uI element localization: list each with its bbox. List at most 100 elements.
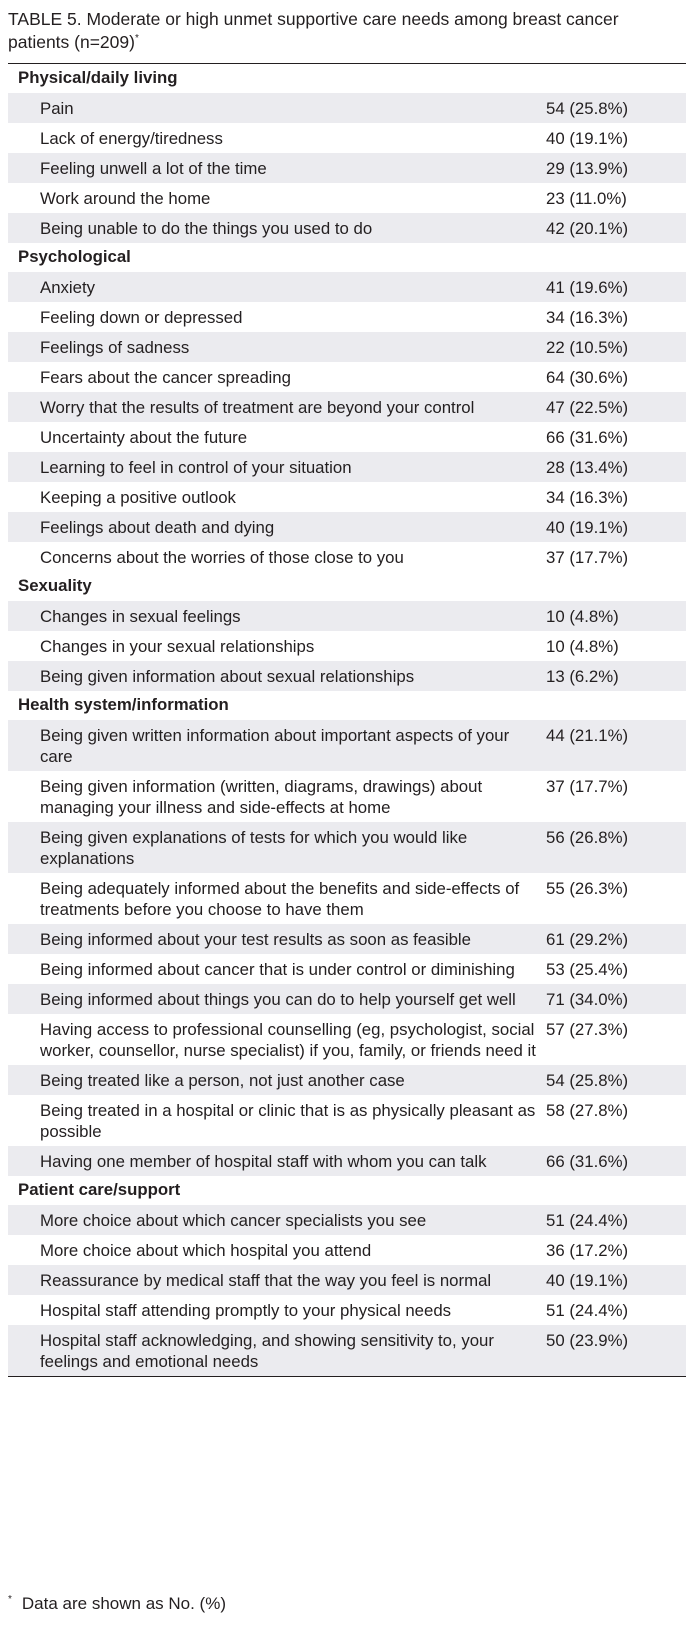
table-row: Being treated like a person, not just an… xyxy=(8,1064,686,1095)
need-item-label: Being informed about cancer that is unde… xyxy=(40,959,515,979)
need-item-label: Being informed about your test results a… xyxy=(8,923,546,954)
need-item-label: Changes in your sexual relationships xyxy=(40,636,315,656)
need-item-value: 53 (25.4%) xyxy=(546,959,629,979)
need-item-label: Being given explanations of tests for wh… xyxy=(8,821,546,873)
table-row: Being informed about things you can do t… xyxy=(8,983,686,1014)
need-item-label: Lack of energy/tiredness xyxy=(40,128,223,148)
need-item-value: 64 (30.6%) xyxy=(546,367,629,387)
need-item-label: Work around the home xyxy=(40,188,211,208)
need-item-value: 71 (34.0%) xyxy=(546,983,686,1014)
table-row: Lack of energy/tiredness 40 (19.1%) xyxy=(8,123,686,153)
table-row: Changes in sexual feelings 10 (4.8%) xyxy=(8,600,686,631)
section-title: Health system/information xyxy=(18,694,229,714)
section-title: Patient care/support xyxy=(18,1179,181,1199)
need-item-label: Being informed about things you can do t… xyxy=(8,983,546,1014)
need-item-value: 13 (6.2%) xyxy=(546,660,686,691)
need-item-value: 66 (31.6%) xyxy=(546,1145,686,1176)
need-item-value: 40 (19.1%) xyxy=(546,128,629,148)
table-body: Physical/daily living Pain 54 (25.8%) Lack … xyxy=(8,64,686,1376)
table-row: Feeling unwell a lot of the time 29 (13.9… xyxy=(8,152,686,183)
need-item-label: Reassurance by medical staff that the wa… xyxy=(8,1264,546,1295)
need-item-label: Feelings about death and dying xyxy=(8,511,546,542)
table-row: More choice about which cancer specialis… xyxy=(8,1204,686,1235)
table-row: Anxiety 41 (19.6%) xyxy=(8,271,686,302)
need-item-value: 50 (23.9%) xyxy=(546,1324,686,1376)
caption-text: TABLE 5. Moderate or high unmet supporti… xyxy=(8,9,619,52)
table-row: Being given explanations of tests for wh… xyxy=(8,821,686,873)
table-row: Keeping a positive outlook 34 (16.3%) xyxy=(8,482,686,512)
need-item-label: Hospital staff acknowledging, and showin… xyxy=(8,1324,546,1376)
table-row: Uncertainty about the future 66 (31.6%) xyxy=(8,422,686,452)
need-item-value: 57 (27.3%) xyxy=(546,1019,629,1039)
need-item-value: 37 (17.7%) xyxy=(546,547,629,567)
need-item-value: 34 (16.3%) xyxy=(546,487,629,507)
need-item-label: Having access to professional counsellin… xyxy=(40,1019,536,1060)
table-row: Worry that the results of treatment are … xyxy=(8,391,686,422)
need-item-value: 42 (20.1%) xyxy=(546,212,686,243)
need-item-label: Hospital staff attending promptly to you… xyxy=(40,1300,452,1320)
need-item-label: Being adequately informed about the bene… xyxy=(40,878,520,919)
need-item-label: Feelings of sadness xyxy=(8,331,546,362)
need-item-label: Fears about the cancer spreading xyxy=(40,367,291,387)
need-item-label: Having one member of hospital staff with… xyxy=(8,1145,546,1176)
table-caption: TABLE 5. Moderate or high unmet supporti… xyxy=(8,8,678,54)
need-item-label: Worry that the results of treatment are … xyxy=(8,391,546,422)
table-row: Learning to feel in control of your situ… xyxy=(8,451,686,482)
need-item-value: 23 (11.0%) xyxy=(546,188,627,208)
table-row: Reassurance by medical staff that the wa… xyxy=(8,1264,686,1295)
need-item-value: 66 (31.6%) xyxy=(546,427,629,447)
table-row: Feelings about death and dying 40 (19.1%) xyxy=(8,511,686,542)
need-item-label: Concerns about the worries of those clos… xyxy=(40,547,404,567)
table-row: Hospital staff acknowledging, and showin… xyxy=(8,1324,686,1376)
table-row: Being informed about cancer that is unde… xyxy=(8,954,686,984)
table-row: Feelings of sadness 22 (10.5%) xyxy=(8,331,686,362)
need-item-value: 10 (4.8%) xyxy=(546,600,686,631)
table-row: Being given written information about im… xyxy=(8,719,686,771)
caption-footnote-marker: * xyxy=(134,33,139,45)
section-title: Psychological xyxy=(18,246,131,266)
table-row: Being unable to do the things you used t… xyxy=(8,212,686,243)
need-item-value: 61 (29.2%) xyxy=(546,923,686,954)
need-item-label: Learning to feel in control of your situ… xyxy=(8,451,546,482)
table-footnote: * Data are shown as No. (%) xyxy=(8,1593,226,1615)
section-title: Physical/daily living xyxy=(18,68,178,87)
need-item-value: 51 (24.4%) xyxy=(546,1300,629,1320)
table-row: Having access to professional counsellin… xyxy=(8,1014,686,1065)
need-item-label: Being unable to do the things you used t… xyxy=(8,212,546,243)
table-row: Concerns about the worries of those clos… xyxy=(8,542,686,572)
section-title: Sexuality xyxy=(18,575,92,595)
need-item-label: Feeling down or depressed xyxy=(40,307,243,327)
table-row: Having one member of hospital staff with… xyxy=(8,1145,686,1176)
need-item-value: 55 (26.3%) xyxy=(546,878,629,898)
need-item-value: 47 (22.5%) xyxy=(546,391,686,422)
need-item-value: 58 (27.8%) xyxy=(546,1100,629,1120)
need-item-label: Pain xyxy=(8,92,546,123)
table-row: Being adequately informed about the bene… xyxy=(8,873,686,924)
need-item-value: 34 (16.3%) xyxy=(546,307,629,327)
footnote-text: Data are shown as No. (%) xyxy=(21,1594,226,1613)
need-item-value: 22 (10.5%) xyxy=(546,331,686,362)
table-row: Being given information about sexual rel… xyxy=(8,660,686,691)
need-item-label: Being given information about sexual rel… xyxy=(8,660,546,691)
footnote-marker: * xyxy=(8,1594,12,1606)
need-item-value: 54 (25.8%) xyxy=(546,92,686,123)
need-item-label: Being treated like a person, not just an… xyxy=(8,1064,546,1095)
need-item-label: Anxiety xyxy=(8,271,546,302)
need-item-label: Being given information (written, diagra… xyxy=(40,776,483,817)
table-row: Being given information (written, diagra… xyxy=(8,771,686,822)
unmet-needs-table: Physical/daily living Pain 54 (25.8%) Lack … xyxy=(8,63,686,1377)
section-header-row: Sexuality xyxy=(8,572,686,601)
table-row: More choice about which hospital you att… xyxy=(8,1235,686,1265)
need-item-value: 41 (19.6%) xyxy=(546,271,686,302)
need-item-value: 40 (19.1%) xyxy=(546,511,686,542)
table-row: Hospital staff attending promptly to you… xyxy=(8,1295,686,1325)
section-header-row: Health system/information xyxy=(8,691,686,720)
table-row: Changes in your sexual relationships 10 (… xyxy=(8,631,686,661)
need-item-value: 40 (19.1%) xyxy=(546,1264,686,1295)
table-row: Pain 54 (25.8%) xyxy=(8,92,686,123)
need-item-label: Changes in sexual feelings xyxy=(8,600,546,631)
section-header-row: Physical/daily living xyxy=(8,64,686,93)
need-item-value: 29 (13.9%) xyxy=(546,152,686,183)
need-item-label: More choice about which hospital you att… xyxy=(40,1240,372,1260)
